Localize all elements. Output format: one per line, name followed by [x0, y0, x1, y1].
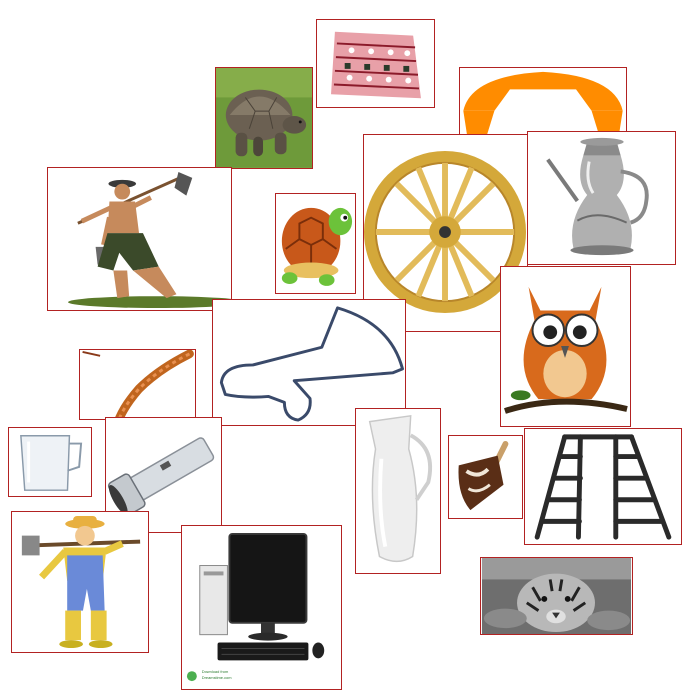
- owl-tile: [500, 266, 631, 427]
- cartoon-farmer-tile: [11, 511, 149, 653]
- computer-image: Download from Dreamstime.com: [186, 532, 325, 682]
- tiger-tile: [480, 557, 633, 635]
- computer-tile: Download from Dreamstime.com: [181, 525, 342, 690]
- owl-image: [504, 286, 628, 414]
- megaphone-outline-tile: [212, 299, 406, 426]
- ice-cream-tile: [448, 435, 523, 519]
- cartoon-farmer-image: [21, 515, 141, 649]
- rug-image: [331, 31, 421, 99]
- watermark-line1: Download from: [202, 669, 229, 674]
- cartoon-turtle-image: [281, 207, 353, 286]
- glass-jug-image: [20, 435, 83, 491]
- farmer-hoe-tile: [47, 167, 232, 311]
- tortoise-photo: [216, 68, 312, 168]
- milk-pitcher-image: [368, 414, 433, 563]
- watermark-line2: Dreamstime.com: [202, 675, 232, 680]
- flashlight-tile: [105, 417, 222, 533]
- ladder-tile: [524, 428, 682, 545]
- cartoon-turtle-tile: [275, 193, 356, 294]
- milk-pitcher-tile: [355, 408, 441, 574]
- telephone-handset-icon: [463, 71, 623, 137]
- ice-cream-image: [458, 440, 509, 511]
- tiger-photo: [481, 558, 632, 634]
- teapot-tile: [527, 131, 676, 265]
- rope-tile: [79, 349, 196, 420]
- megaphone-outline-icon: [219, 306, 404, 422]
- flashlight-image: [107, 437, 215, 517]
- glass-jug-tile: [8, 427, 92, 497]
- teapot-image: [546, 137, 649, 256]
- rug-tile: [316, 19, 435, 108]
- rope-image: [82, 350, 194, 419]
- wagon-wheel-image: [364, 151, 527, 314]
- ladder-icon: [534, 434, 672, 540]
- farmer-hoe-image: [68, 171, 231, 309]
- telephone-handset-tile: [459, 67, 627, 138]
- wagon-wheel-tile: [363, 134, 528, 332]
- tortoise-photo-tile: [215, 67, 313, 169]
